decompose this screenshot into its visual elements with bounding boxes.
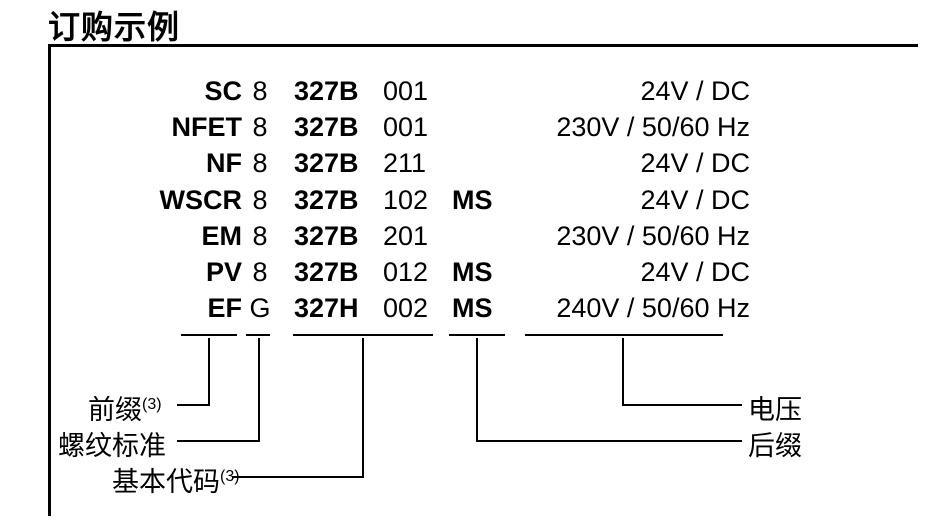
lead-thread-h (177, 440, 260, 442)
label-prefix-text: 前缀 (88, 395, 142, 425)
lead-prefix-h (177, 404, 210, 406)
lead-thread-v (258, 338, 260, 442)
cell-thread: 8 (248, 257, 272, 288)
cell-base-num: 012 (383, 257, 428, 288)
label-prefix-sup: (3) (142, 396, 162, 413)
cell-base-num: 001 (383, 76, 428, 107)
lead-volt-h (622, 404, 742, 406)
cell-base-num: 102 (383, 185, 428, 216)
table-row: WSCR8 327B 102 MS 24V / DC (48, 185, 918, 221)
cell-thread: 8 (248, 112, 272, 143)
label-thread: 螺纹标准 (58, 424, 166, 463)
cell-prefix: NF (206, 148, 242, 179)
underline-base (293, 334, 433, 336)
cell-suffix: MS (452, 257, 500, 288)
cell-thread: 8 (248, 221, 272, 252)
cell-base-bold: 327B (294, 185, 359, 216)
underline-suffix (449, 334, 505, 336)
lead-suffix-h (476, 440, 742, 442)
cell-volt: 24V / DC (640, 148, 750, 179)
lead-base-v (362, 338, 364, 478)
cell-suffix: MS (452, 293, 500, 324)
underline-prefix (181, 334, 237, 336)
table-row: EM8 327B 201 230V / 50/60 Hz (48, 221, 918, 257)
cell-base-num: 002 (383, 293, 428, 324)
cell-base-num: 001 (383, 112, 428, 143)
cell-base-num: 201 (383, 221, 428, 252)
label-suffix: 后缀 (748, 424, 802, 463)
table-row: NF8 327B 211 24V / DC (48, 148, 918, 184)
table-row: EFG 327H 002 MS 240V / 50/60 Hz (48, 293, 918, 329)
cell-thread: 8 (248, 185, 272, 216)
cell-base-num: 211 (383, 148, 426, 179)
label-base-sup: (3) (220, 468, 240, 485)
label-base-text: 基本代码 (112, 467, 220, 497)
cell-prefix: EF (207, 293, 242, 324)
underline-thread (246, 334, 270, 336)
cell-prefix: EM (202, 221, 243, 252)
cell-thread: 8 (248, 76, 272, 107)
cell-volt: 24V / DC (640, 76, 750, 107)
cell-base-bold: 327B (294, 76, 359, 107)
underline-volt (525, 334, 723, 336)
lead-prefix-v (208, 338, 210, 406)
cell-prefix: NFET (172, 112, 243, 143)
lead-suffix-v (476, 338, 478, 442)
cell-base-bold: 327B (294, 112, 359, 143)
label-prefix: 前缀(3) (88, 388, 162, 427)
label-base: 基本代码(3) (112, 460, 240, 499)
cell-prefix: WSCR (160, 185, 243, 216)
cell-base-bold: 327B (294, 148, 359, 179)
cell-suffix: MS (452, 185, 500, 216)
cell-base-bold: 327B (294, 221, 359, 252)
page-title: 订购示例 (48, 2, 180, 48)
cell-volt: 240V / 50/60 Hz (556, 293, 750, 324)
cell-thread: 8 (248, 148, 272, 179)
cell-base-bold: 327B (294, 257, 359, 288)
table-row: NFET8 327B 001 230V / 50/60 Hz (48, 112, 918, 148)
cell-base-bold: 327H (294, 293, 359, 324)
table-row: SC8 327B 001 24V / DC (48, 76, 918, 112)
cell-prefix: SC (204, 76, 242, 107)
cell-volt: 230V / 50/60 Hz (556, 221, 750, 252)
cell-volt: 24V / DC (640, 185, 750, 216)
cell-thread: G (248, 293, 272, 324)
cell-volt: 230V / 50/60 Hz (556, 112, 750, 143)
example-table: SC8327B00124V / DCNFET8327B001230V / 50/… (48, 76, 918, 329)
cell-prefix: PV (206, 257, 242, 288)
table-row: PV8 327B 012 MS 24V / DC (48, 257, 918, 293)
label-volt: 电压 (748, 388, 802, 427)
cell-volt: 24V / DC (640, 257, 750, 288)
lead-base-h (232, 476, 364, 478)
lead-volt-v (622, 338, 624, 406)
